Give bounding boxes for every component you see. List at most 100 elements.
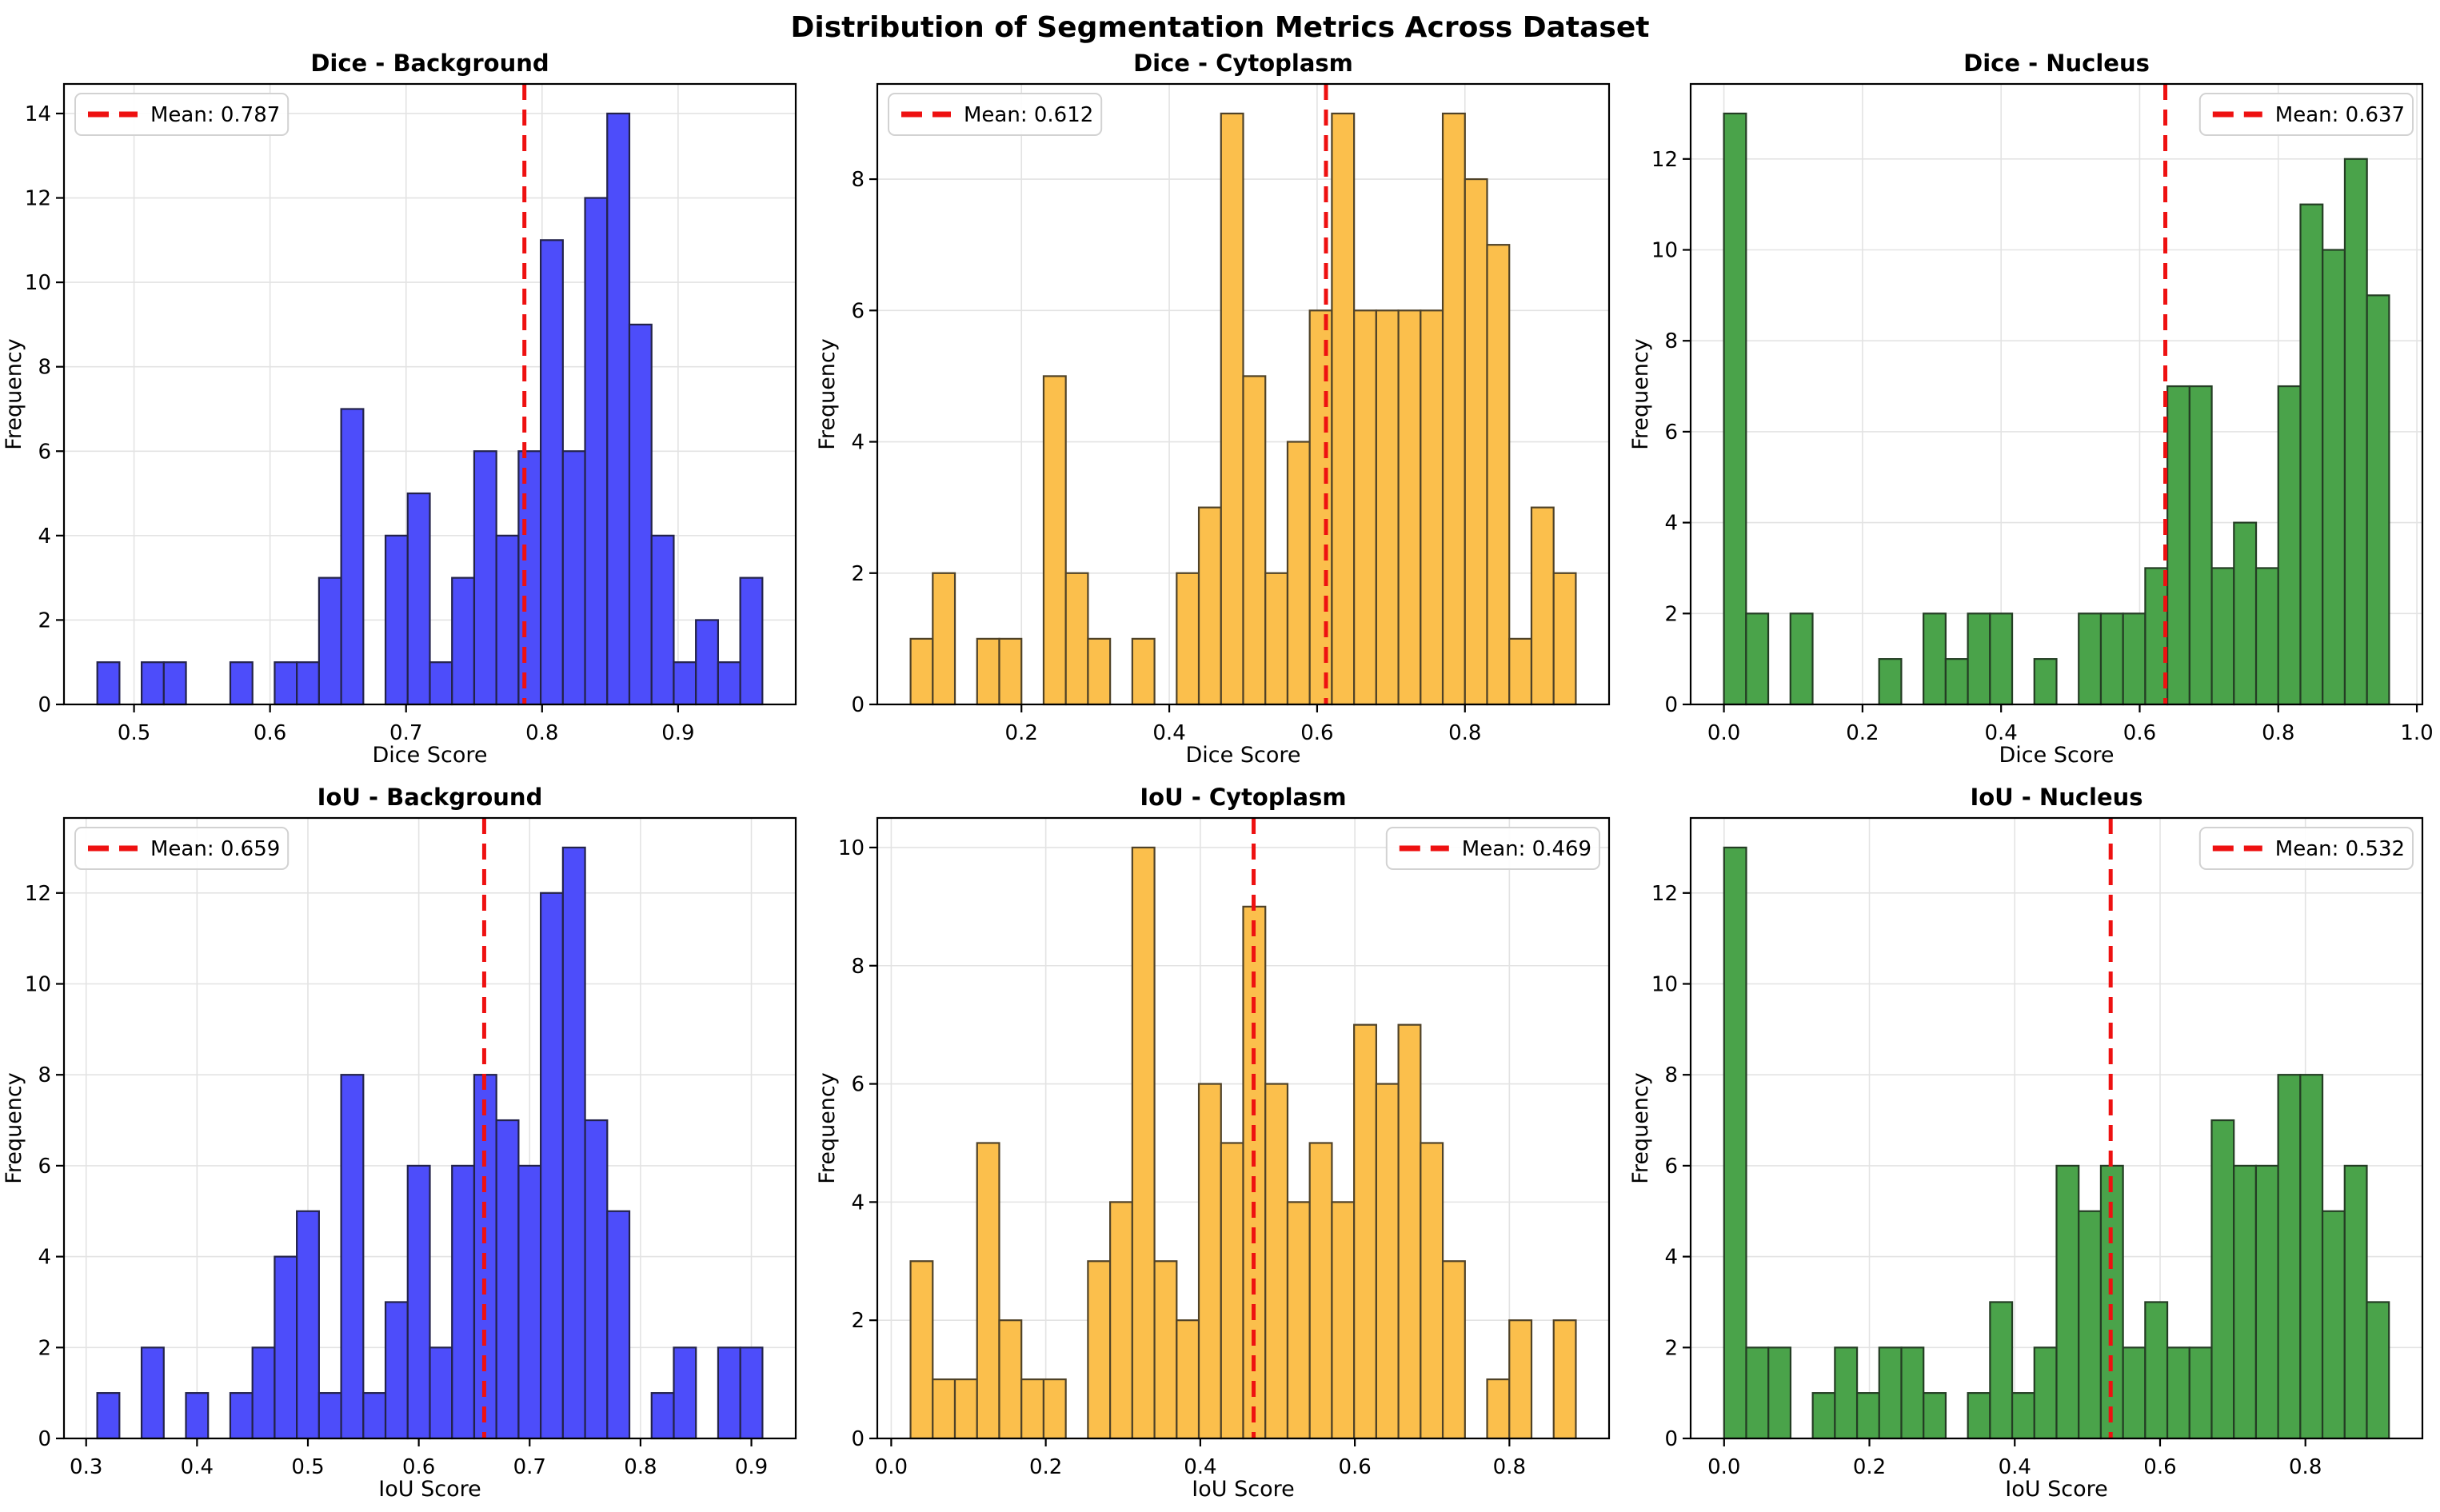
axes-spines (62, 816, 797, 1440)
x-tick-label: 0.6 (402, 1455, 435, 1479)
histogram-bar (340, 1074, 365, 1440)
y-axis: 0 2 4 6 8 (851, 168, 877, 717)
histogram-bar (229, 661, 254, 706)
legend-box (2198, 827, 2414, 870)
histogram-bar (2366, 294, 2390, 706)
histogram-bar (1464, 178, 1488, 706)
histogram-svg: 0.0 0.2 0.4 0.6 0.8 0 2 4 6 8 10 IoU - Cytoplasm IoU… (815, 784, 1611, 1502)
histogram-bar (1353, 1023, 1377, 1440)
histogram-bar (2343, 1164, 2368, 1440)
histogram-bar (340, 408, 365, 706)
histogram-bar (976, 1142, 1000, 1440)
y-tick-label: 2 (1664, 602, 1678, 626)
legend-box (1385, 827, 1600, 870)
histogram-bar (673, 1346, 697, 1440)
x-axis-label: IoU Score (378, 1477, 481, 1502)
subplot-title: IoU - Background (317, 784, 543, 811)
y-tick-label: 6 (851, 1073, 865, 1097)
x-tick-label: 0.5 (118, 721, 150, 745)
histogram-bar (1131, 637, 1156, 706)
histogram-bar (1131, 846, 1156, 1440)
histogram-bar (2078, 612, 2103, 706)
histogram-bar (1508, 1319, 1533, 1440)
histogram-bar (584, 197, 609, 706)
y-tick-label: 8 (851, 955, 865, 979)
x-tick-label: 0.6 (2123, 721, 2156, 745)
y-tick-label: 2 (1664, 1336, 1678, 1360)
x-tick-label: 0.5 (291, 1455, 324, 1479)
y-tick-label: 2 (851, 1309, 865, 1333)
histogram-bar (2321, 1210, 2346, 1440)
histogram-bar (1397, 309, 1422, 706)
histogram-bar (495, 1119, 520, 1440)
histogram-bar (695, 619, 719, 706)
legend-label: Mean: 0.612 (964, 103, 1093, 127)
histogram-bar (1878, 658, 1903, 706)
legend-label: Mean: 0.787 (150, 103, 280, 127)
y-tick-label: 0 (1664, 1427, 1678, 1451)
histogram-bar (909, 637, 934, 706)
histogram-bar (229, 1392, 254, 1440)
x-tick-label: 0.6 (1300, 721, 1333, 745)
histogram-bar (1834, 1346, 1859, 1440)
legend-label: Mean: 0.659 (150, 837, 280, 861)
y-tick-label: 2 (38, 608, 51, 632)
x-axis-label: Dice Score (1186, 743, 1301, 768)
y-tick-label: 8 (38, 356, 51, 380)
histogram-svg: 0.5 0.6 0.7 0.8 0.9 0 2 4 6 8 10 12 14 Dice - Backgro… (2, 50, 797, 768)
histogram-bar (1944, 658, 1969, 706)
axes-spines (876, 82, 1611, 706)
histogram-bar (274, 661, 298, 706)
y-tick-label: 4 (851, 431, 865, 455)
legend-label: Mean: 0.532 (2275, 837, 2405, 861)
legend-box (74, 93, 290, 136)
histogram-bar (1331, 112, 1356, 706)
histogram-bar (2233, 1164, 2258, 1440)
histogram-bar (1989, 612, 2014, 706)
histogram-bar (540, 239, 564, 706)
bars (96, 112, 764, 706)
histogram-bar (406, 1164, 431, 1440)
y-tick-label: 6 (851, 299, 865, 323)
histogram-bar (1923, 612, 1947, 706)
histogram-bar (2210, 1119, 2235, 1440)
histogram-bar (1220, 112, 1244, 706)
histogram-bar (1087, 637, 1112, 706)
x-tick-label: 0.8 (624, 1455, 657, 1479)
histogram-bar (1811, 1392, 1836, 1440)
x-tick-label: 0.4 (1999, 1455, 2031, 1479)
y-tick-label: 12 (25, 882, 51, 906)
histogram-bar (517, 450, 542, 706)
y-tick-label: 4 (38, 525, 51, 549)
histogram-bar (2299, 1074, 2324, 1440)
y-tick-label: 10 (1651, 973, 1678, 997)
histogram-bar (451, 1164, 476, 1440)
x-tick-label: 0.9 (661, 721, 694, 745)
histogram-bar (517, 1164, 542, 1440)
histogram-bar (495, 534, 520, 706)
histogram-bar (540, 892, 564, 1440)
legend: Mean: 0.787 (74, 93, 290, 136)
subplot-title: IoU - Nucleus (1970, 784, 2142, 811)
histogram-bar (1375, 309, 1400, 706)
legend: Mean: 0.469 (1385, 827, 1600, 870)
histogram-bar (1264, 572, 1289, 706)
axes-spines (1689, 82, 2424, 706)
subplot-title: IoU - Cytoplasm (1140, 784, 1346, 811)
histogram-bar (1308, 1142, 1333, 1440)
histogram-bar (1331, 1201, 1356, 1440)
x-tick-label: 0.6 (254, 721, 286, 745)
histogram-bar (1420, 309, 1444, 706)
x-tick-label: 0.8 (2262, 721, 2294, 745)
x-axis: 0.0 0.2 0.4 0.6 0.8 (1707, 1438, 2322, 1479)
histogram-bar (2277, 1074, 2302, 1440)
histogram-bar (932, 1378, 956, 1440)
histogram-bar (1197, 506, 1222, 706)
y-tick-label: 10 (25, 973, 51, 997)
x-tick-label: 1.0 (2400, 721, 2433, 745)
histogram-bar (296, 661, 320, 706)
axes-spines (62, 82, 797, 706)
x-tick-label: 0.4 (1985, 721, 2018, 745)
x-tick-label: 0.7 (513, 1455, 546, 1479)
axes-spines (876, 816, 1611, 1440)
